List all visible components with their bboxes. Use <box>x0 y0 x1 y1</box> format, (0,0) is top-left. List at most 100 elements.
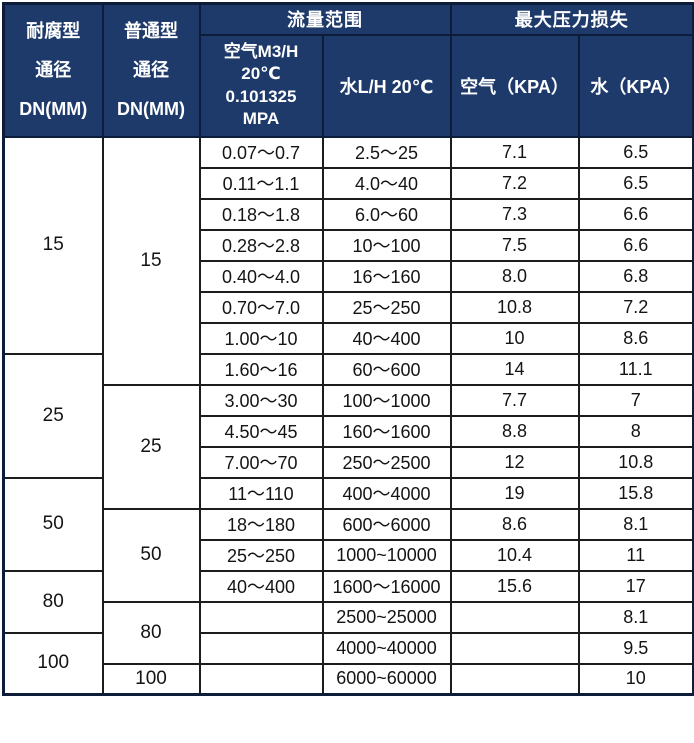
air-kpa-cell <box>449 662 580 696</box>
header-pressure-loss-group: 最大压力损失 <box>449 2 694 36</box>
air-flow-cell: 40～400 <box>198 569 324 603</box>
table-row: 1.00～10 40～400 10 8.6 <box>4 321 694 355</box>
water-flow-cell: 6.0～60 <box>321 197 452 231</box>
water-kpa-cell: 11 <box>577 538 694 572</box>
water-kpa-cell: 10 <box>577 662 694 696</box>
water-flow-cell: 10～100 <box>321 228 452 262</box>
air-flow-cell: 0.28～2.8 <box>198 228 324 262</box>
dn-normal-cell: 100 <box>101 662 201 696</box>
table-row: 15 15 0.07～0.7 2.5～25 7.1 6.5 <box>2 135 694 386</box>
water-flow-cell: 100～1000 <box>321 383 452 417</box>
water-flow-cell: 4.0～40 <box>321 166 452 200</box>
air-flow-cell: 0.11～1.1 <box>198 166 324 200</box>
water-kpa-cell: 6.8 <box>577 259 694 293</box>
dn-normal-cell: 50 <box>101 507 201 603</box>
table-row: 0.70～7.0 25～250 10.8 7.2 <box>4 290 694 324</box>
table-row: 80 2500~25000 8.1 <box>4 600 694 665</box>
water-kpa-cell: 15.8 <box>577 476 694 510</box>
air-kpa-cell: 7.1 <box>449 135 580 169</box>
air-kpa-cell: 10.4 <box>449 538 580 572</box>
dn-normal-cell: 80 <box>101 600 201 665</box>
header-flow-range-group: 流量范围 <box>198 2 452 36</box>
water-flow-cell: 1600～16000 <box>321 569 452 603</box>
water-flow-cell: 250～2500 <box>321 445 452 479</box>
dn-corrosion-cell: 100 <box>2 631 104 696</box>
water-kpa-cell: 11.1 <box>577 352 694 386</box>
water-kpa-cell: 6.5 <box>577 135 694 169</box>
air-flow-cell: 11～110 <box>198 476 324 510</box>
air-flow-cell <box>198 662 324 696</box>
air-kpa-cell <box>449 600 580 634</box>
header-normal-dn: 普通型 通径 DN(MM) <box>101 2 201 138</box>
air-kpa-cell: 14 <box>449 352 580 386</box>
water-flow-cell: 2.5～25 <box>321 135 452 169</box>
header-row-groups: 耐腐型 通径 DN(MM) 普通型 通径 DN(MM) 流量范围 最大压力损失 <box>2 2 694 138</box>
water-kpa-cell: 9.5 <box>577 631 694 665</box>
water-kpa-cell: 7.2 <box>577 290 694 324</box>
air-kpa-cell: 7.3 <box>449 197 580 231</box>
table-row: 100 6000~60000 10 <box>4 662 694 696</box>
air-kpa-cell: 7.5 <box>449 228 580 262</box>
dn-corrosion-cell: 50 <box>2 476 104 572</box>
spec-table: 耐腐型 通径 DN(MM) 普通型 通径 DN(MM) 流量范围 最大压力损失 … <box>2 2 694 696</box>
spec-table-header: 耐腐型 通径 DN(MM) 普通型 通径 DN(MM) 流量范围 最大压力损失 … <box>2 2 694 138</box>
air-flow-cell: 7.00～70 <box>198 445 324 479</box>
air-kpa-cell: 8.6 <box>449 507 580 541</box>
dn-corrosion-cell: 80 <box>2 569 104 634</box>
air-flow-cell: 4.50～45 <box>198 414 324 448</box>
header-row-subcolumns: 空气M3/H 20℃ 0.101325 MPA 水L/H 20℃ 空气（KPA）… <box>4 33 694 138</box>
air-flow-cell <box>198 631 324 665</box>
water-flow-cell: 400～4000 <box>321 476 452 510</box>
table-row: 100 4000~40000 9.5 <box>2 631 694 696</box>
air-flow-cell: 18～180 <box>198 507 324 541</box>
water-flow-cell: 40～400 <box>321 321 452 355</box>
table-row: 80 40～400 1600～16000 15.6 17 <box>2 569 694 634</box>
table-row: 0.18～1.8 6.0～60 7.3 6.6 <box>4 197 694 231</box>
table-row: 25～250 1000~10000 10.4 11 <box>4 538 694 572</box>
air-flow-cell <box>198 600 324 634</box>
water-kpa-cell: 8 <box>577 414 694 448</box>
water-kpa-cell: 6.6 <box>577 197 694 231</box>
air-kpa-cell: 7.7 <box>449 383 580 417</box>
air-kpa-cell: 15.6 <box>449 569 580 603</box>
water-flow-cell: 600～6000 <box>321 507 452 541</box>
water-kpa-cell: 17 <box>577 569 694 603</box>
air-kpa-cell: 10 <box>449 321 580 355</box>
header-air-kpa: 空气（KPA） <box>449 33 580 138</box>
header-air-flow: 空气M3/H 20℃ 0.101325 MPA <box>198 33 324 138</box>
table-row: 50 18～180 600～6000 8.6 8.1 <box>4 507 694 603</box>
air-flow-cell: 1.60～16 <box>198 352 324 386</box>
water-flow-cell: 16～160 <box>321 259 452 293</box>
water-flow-cell: 4000~40000 <box>321 631 452 665</box>
air-flow-cell: 1.00～10 <box>198 321 324 355</box>
air-kpa-cell <box>449 631 580 665</box>
dn-corrosion-cell: 15 <box>2 135 104 355</box>
water-flow-cell: 25～250 <box>321 290 452 324</box>
table-row: 25 1.60～16 60～600 14 11.1 <box>2 352 694 479</box>
table-row: 4.50～45 160～1600 8.8 8 <box>4 414 694 448</box>
air-flow-cell: 0.70～7.0 <box>198 290 324 324</box>
water-flow-cell: 160～1600 <box>321 414 452 448</box>
table-row: 50 11～110 400～4000 19 15.8 <box>2 476 694 572</box>
header-corrosion-dn: 耐腐型 通径 DN(MM) <box>2 2 104 138</box>
water-flow-cell: 6000~60000 <box>321 662 452 696</box>
header-water-kpa: 水（KPA） <box>577 33 694 138</box>
air-kpa-cell: 7.2 <box>449 166 580 200</box>
water-kpa-cell: 6.5 <box>577 166 694 200</box>
water-flow-cell: 60～600 <box>321 352 452 386</box>
water-kpa-cell: 7 <box>577 383 694 417</box>
air-kpa-cell: 12 <box>449 445 580 479</box>
water-flow-cell: 1000~10000 <box>321 538 452 572</box>
table-row: 7.00～70 250～2500 12 10.8 <box>4 445 694 479</box>
header-water-flow: 水L/H 20℃ <box>321 33 452 138</box>
water-kpa-cell: 8.1 <box>577 507 694 541</box>
air-flow-cell: 0.07～0.7 <box>198 135 324 169</box>
air-flow-cell: 3.00～30 <box>198 383 324 417</box>
air-flow-cell: 0.40～4.0 <box>198 259 324 293</box>
air-flow-cell: 25～250 <box>198 538 324 572</box>
dn-corrosion-cell: 25 <box>2 352 104 479</box>
table-row: 25 3.00～30 100～1000 7.7 7 <box>4 383 694 510</box>
air-kpa-cell: 8.0 <box>449 259 580 293</box>
air-kpa-cell: 8.8 <box>449 414 580 448</box>
